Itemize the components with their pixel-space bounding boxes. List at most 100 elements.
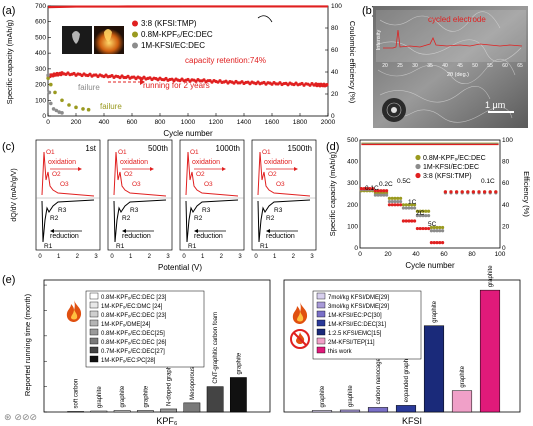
x-tick-label: 100	[495, 251, 506, 258]
peak-label: R1	[260, 243, 269, 250]
legend-marker	[132, 42, 138, 49]
xrd-xlabel: 2θ (deg.)	[447, 72, 469, 78]
grey-point	[51, 107, 56, 111]
peak-label: O2	[268, 171, 277, 178]
capacity-point	[415, 226, 419, 231]
grey-point	[60, 111, 64, 115]
capacity-point	[371, 187, 375, 191]
x-tick-label: 3	[310, 254, 314, 260]
legend-swatch	[89, 292, 99, 300]
no-flame-icon	[290, 329, 310, 349]
cycle-label: 1000th	[216, 144, 240, 153]
olive-point	[67, 103, 71, 107]
x-tick-label: 200	[71, 119, 82, 126]
legend-swatch	[316, 346, 326, 354]
olive-point	[53, 90, 57, 95]
xrd-tick-label: 40	[442, 63, 448, 69]
peak-label: R2	[194, 215, 203, 222]
panel-c-label: (c)	[2, 141, 15, 153]
capacity-point	[396, 196, 400, 200]
capacity-point	[435, 241, 439, 245]
panel-e-legend-left: 0.8M-KPF₆/EC:DEC [23] 1M-KPF₆/EC:DMC [24]…	[85, 290, 205, 368]
capacity-point	[390, 203, 394, 207]
capacity-point	[387, 196, 391, 200]
oxidation-arrowhead	[150, 167, 154, 171]
panel-c-ylabel: dQ/dV (mAh/g/V)	[11, 168, 18, 221]
flame-icon	[292, 302, 308, 324]
bar	[311, 410, 333, 413]
legend-label: 3:8 (KFSI:TMP)	[141, 19, 197, 28]
capacity-point	[390, 196, 394, 200]
capacity-point	[441, 241, 445, 245]
legend-label: 1M-KPF₆/DME[24]	[101, 322, 151, 328]
running-arrowhead	[140, 79, 145, 85]
legend-swatch	[316, 319, 326, 327]
capacity-point	[413, 206, 417, 210]
legend-label: 1M-KFSI/EC:DEC[31]	[328, 322, 386, 328]
capacity-point	[427, 214, 431, 218]
subplot-frame	[251, 139, 317, 251]
bar-label: graphite	[488, 265, 494, 287]
xrd-tick-label: 55	[487, 63, 493, 69]
reduction-curve	[185, 199, 239, 243]
x-tick-label: 1800	[293, 119, 308, 126]
capacity-point	[410, 203, 414, 207]
panel-e-data: soft carbon graphite graphite graphite N-dop…	[67, 265, 501, 413]
legend-label: 0.8M-KPF₆/EC:DEC	[141, 30, 213, 39]
group-label: KPF₆	[156, 416, 178, 426]
xrd-tick-label: 35	[427, 63, 433, 69]
subplot-frame	[179, 139, 245, 251]
xrd-tick-label: 65	[517, 63, 523, 69]
panel-d-legend: 0.8M-KPF₆/EC:DEC 1M-KFSI/EC:DEC 3:8 (KFSI:…	[415, 154, 486, 180]
x-tick-label: 2	[292, 254, 296, 260]
panel-c: (c) dQ/dV (mAh/g/V) Potential (V) 1st 0 1 2…	[2, 139, 317, 272]
peak-label: O1	[190, 149, 199, 156]
bar	[367, 407, 389, 413]
panel-e: (e) Reported running time (month) KPF₆ KF…	[2, 265, 521, 426]
capacity-point	[396, 203, 400, 207]
subplot-frame	[35, 139, 101, 251]
olive-point	[86, 107, 91, 112]
bar-label: expanded graphite	[404, 352, 410, 402]
bar-label: graphite	[348, 385, 354, 407]
capacity-point	[379, 193, 383, 197]
bar	[395, 405, 417, 413]
bar-label: graphite	[432, 300, 438, 322]
capacity-point	[432, 229, 436, 233]
capacity-point	[407, 203, 411, 207]
capacity-point	[393, 196, 397, 200]
oxidation-arrowhead	[78, 167, 82, 171]
capacity-point	[379, 189, 383, 193]
x-tick-label: 2	[220, 254, 224, 260]
annot-failure-1: failure	[78, 83, 100, 92]
y-tick-label: 200	[347, 202, 358, 209]
capacity-point	[421, 226, 425, 231]
legend-label: 1M-KPF₆/EC:DMC [24]	[101, 304, 163, 310]
peak-label: O3	[204, 181, 213, 188]
legend-label: 1M-KPF₆/EC:PC[28]	[101, 358, 156, 364]
rate-label: 0.1C	[365, 185, 379, 192]
legend-swatch	[316, 292, 326, 300]
peak-label: R3	[58, 207, 67, 214]
capacity-point	[432, 241, 436, 245]
bar-panel-frame	[43, 279, 271, 413]
bar-label: Mesoporous Carbon	[190, 345, 196, 399]
x-tick-label: 60	[440, 251, 448, 258]
legend-label: 0.8M-KPF₆/EC:DEC [26]	[101, 340, 167, 346]
peak-label: O2	[196, 171, 205, 178]
legend-label: 1:2.5 KFSI/EMC[15]	[328, 331, 382, 337]
rate-label: 2C	[416, 210, 425, 217]
grey-point	[57, 110, 61, 114]
grey-point	[46, 73, 50, 77]
y-tick-label: 100	[347, 223, 358, 230]
x-tick-label: 1200	[209, 119, 224, 126]
x-tick-label: 0	[110, 254, 114, 260]
x-tick-label: 0	[38, 254, 42, 260]
bar	[339, 409, 361, 413]
panel-a-ylabel-right: Coulombic efficiency (%)	[348, 21, 357, 104]
y2-tick-label: 0	[331, 113, 335, 120]
capacity-point	[410, 219, 414, 223]
capacity-point	[432, 225, 436, 230]
capacity-point	[438, 241, 442, 245]
